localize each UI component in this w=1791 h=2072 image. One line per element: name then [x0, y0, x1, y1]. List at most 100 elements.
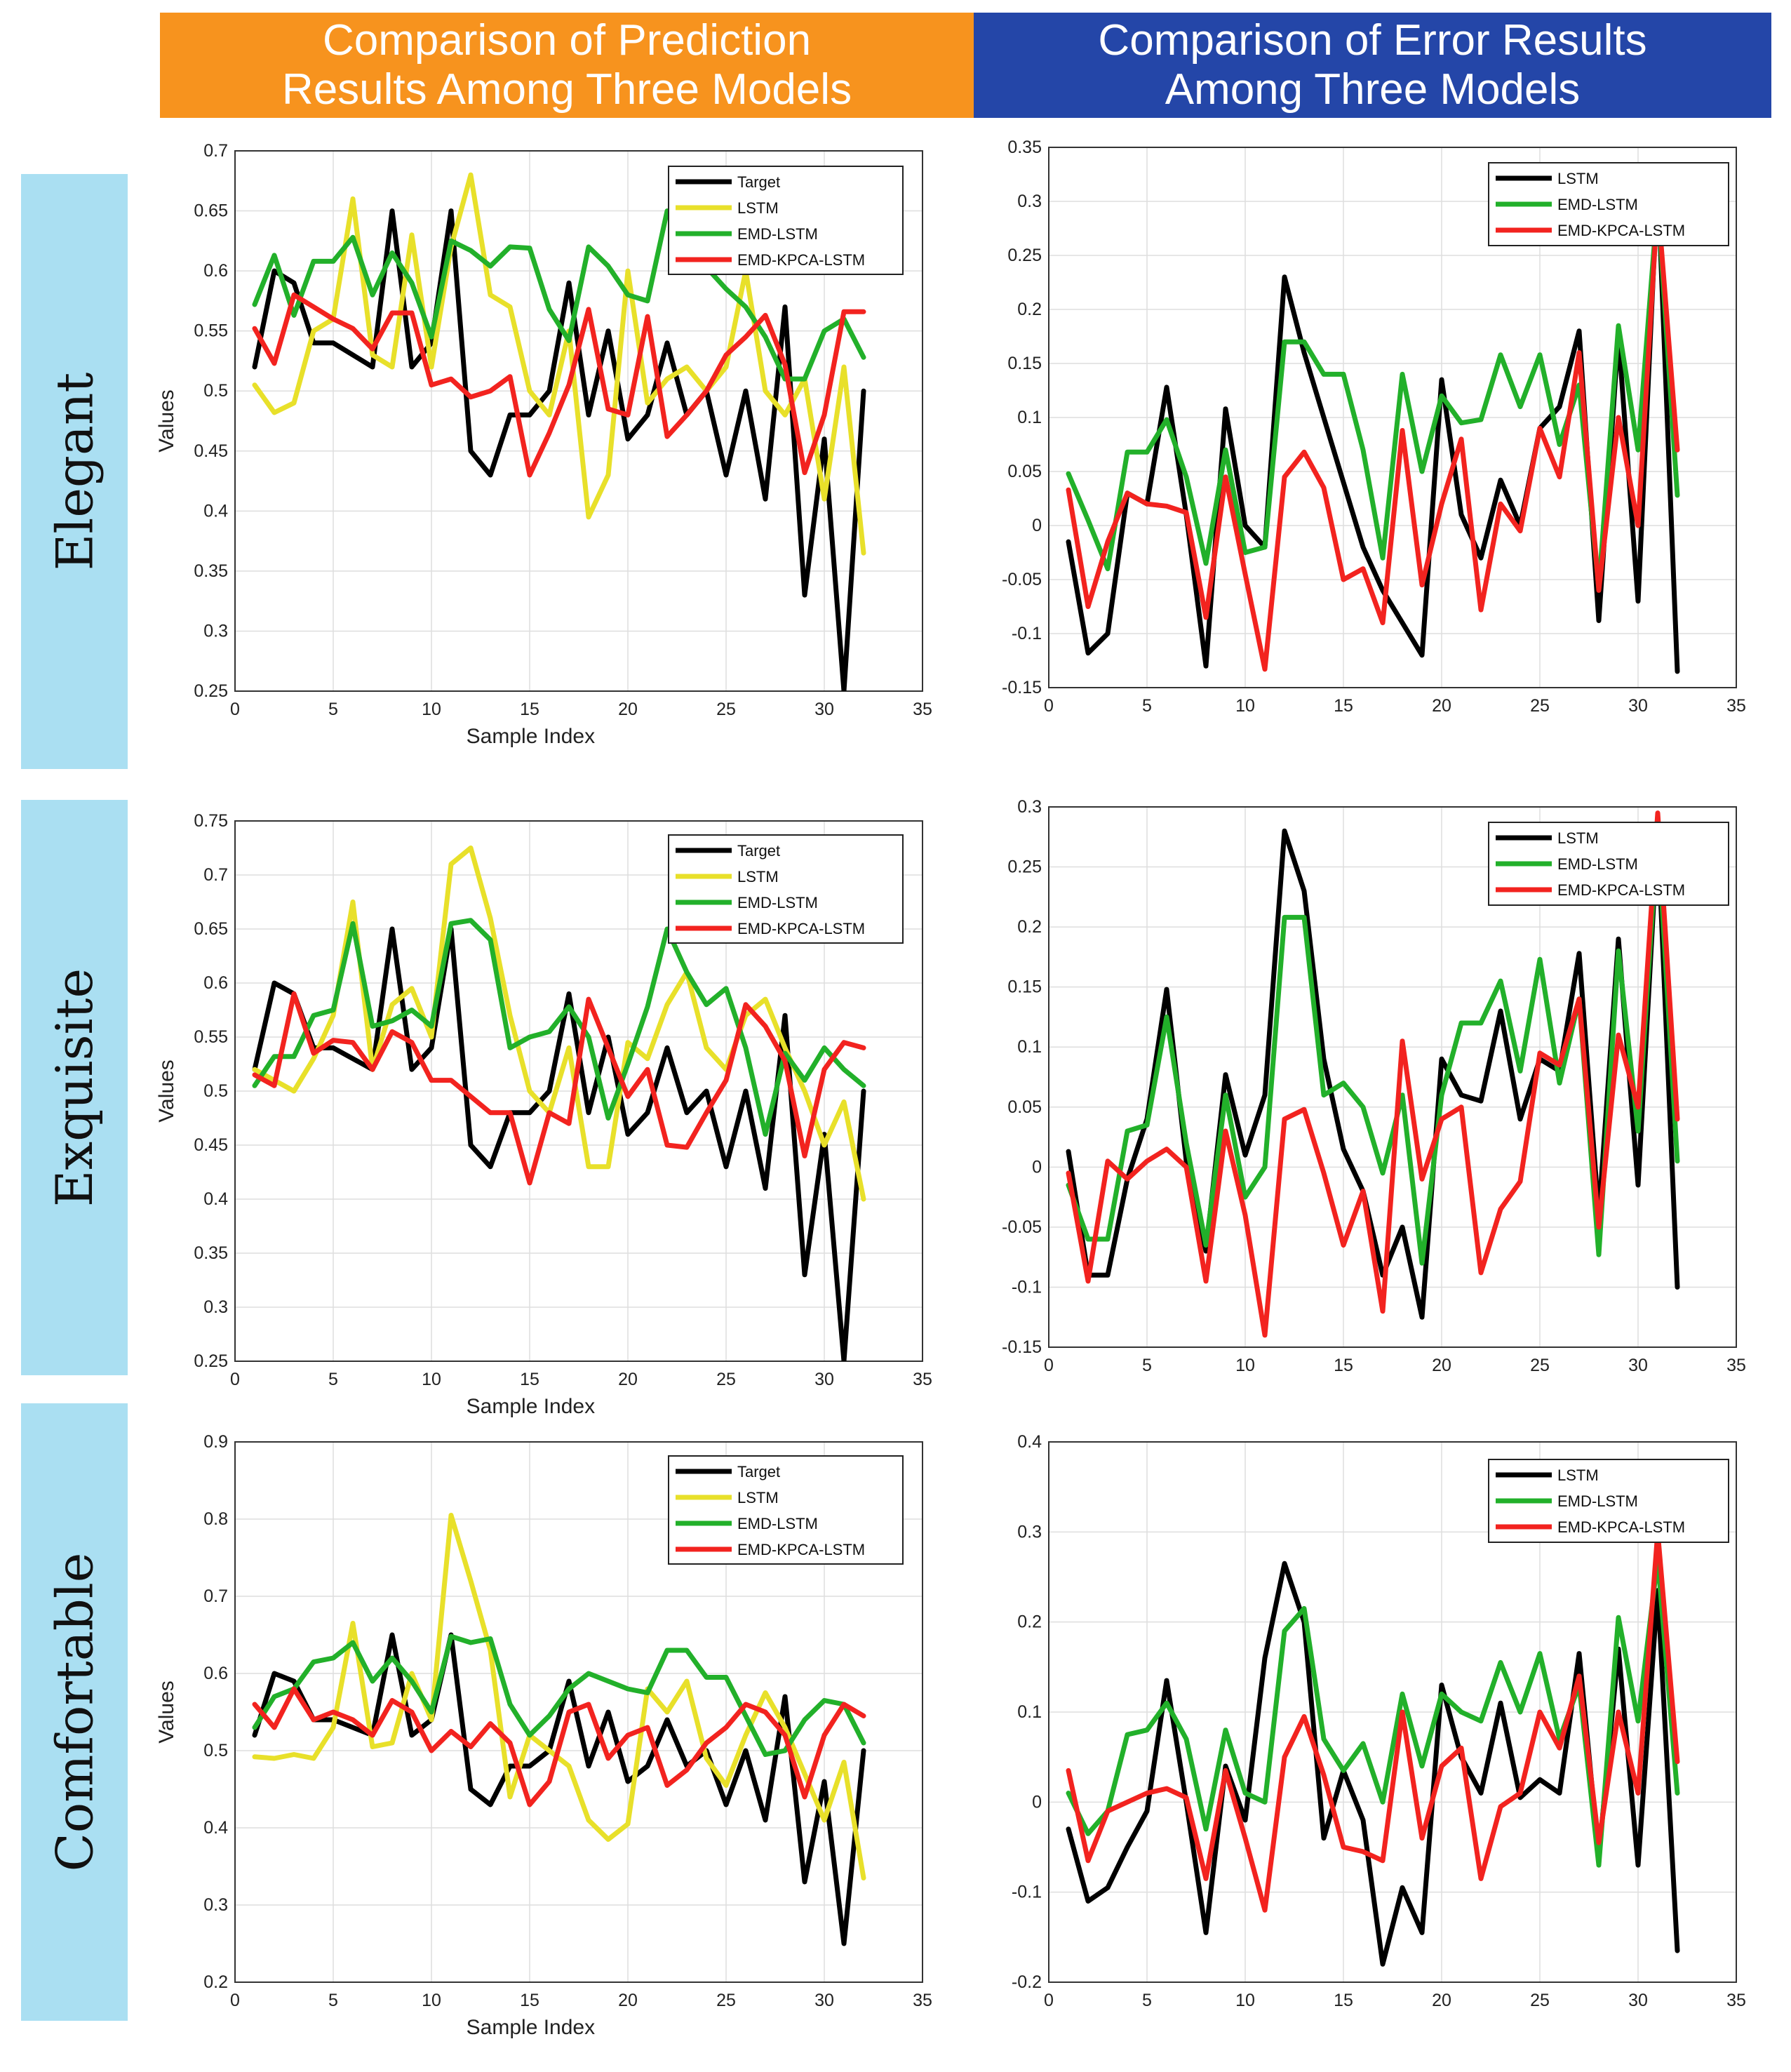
- x-tick-label: 15: [1334, 696, 1353, 716]
- series-line-target: [252, 926, 866, 1361]
- y-tick-label: 0.45: [194, 1135, 228, 1155]
- legend-box: [668, 166, 904, 275]
- series-line-emd-kpca-lstm: [252, 991, 866, 1186]
- y-tick-label: -0.1: [1012, 1277, 1042, 1297]
- legend-label-lstm: LSTM: [737, 1489, 779, 1506]
- header-prediction-comparison: Comparison of Prediction Results Among T…: [160, 13, 974, 118]
- y-tick-label: 0.55: [194, 1027, 228, 1047]
- x-tick-label: 35: [1726, 1991, 1746, 2010]
- x-tick-label: 30: [1628, 1356, 1648, 1375]
- x-tick-label: 35: [1726, 1356, 1746, 1375]
- x-tick-label: 5: [1142, 1356, 1152, 1375]
- x-tick-label: 5: [328, 1370, 338, 1389]
- x-tick-label: 5: [1142, 696, 1152, 716]
- x-tick-label: 0: [1044, 1356, 1054, 1375]
- legend-label-emd-kpca-lstm: EMD-KPCA-LSTM: [737, 251, 865, 269]
- x-tick-label: 30: [814, 1370, 834, 1389]
- series-line-lstm: [1066, 177, 1680, 674]
- x-tick-label: 30: [1628, 1991, 1648, 2010]
- y-tick-label: 0.3: [1017, 192, 1042, 211]
- legend-label-emd-lstm: EMD-LSTM: [1557, 855, 1638, 873]
- chart-error-exquisite: 0 5 10 15 20 25 30 35 -0.15 -0.1 -0.05 0 0.05 0.1 0.15…: [1002, 797, 1746, 1375]
- x-tick-label: 35: [913, 1370, 932, 1389]
- x-tick-label: 35: [913, 1991, 932, 2010]
- legend-label-emd-kpca-lstm: EMD-KPCA-LSTM: [1557, 881, 1685, 899]
- y-tick-label: 0.35: [194, 561, 228, 581]
- x-tick-label: 25: [1530, 1991, 1550, 2010]
- chart-prediction-elegant: 0 5 10 15 20 25 30 35 0.25 0.3 0.35 0.4 0.45 0.5 0.55 0…: [155, 141, 932, 748]
- x-tick-label: 25: [716, 1991, 736, 2010]
- row-label-text: Exquisite: [45, 968, 105, 1208]
- legend-label-emd-lstm: EMD-LSTM: [737, 894, 818, 911]
- x-tick-label: 0: [230, 700, 240, 719]
- series-line-lstm: [1066, 828, 1680, 1320]
- y-tick-label: 0.3: [203, 1297, 228, 1317]
- chart-error-comfortable: 0 5 10 15 20 25 30 35 -0.2 -0.1 0 0.1 0.2 0.3 0.4 LSTM E…: [1012, 1432, 1746, 2010]
- y-tick-label: 0.35: [194, 1243, 228, 1263]
- series-line-lstm: [1066, 1560, 1680, 1967]
- x-tick-label: 10: [422, 700, 441, 719]
- legend-label-target: Target: [737, 842, 780, 860]
- axes-box: [1048, 147, 1737, 688]
- y-tick-label: 0.25: [1007, 246, 1042, 265]
- x-tick-label: 5: [1142, 1991, 1152, 2010]
- y-tick-label: 0.3: [1017, 797, 1042, 817]
- y-tick-label: 0.8: [203, 1509, 228, 1529]
- series-line-emd-kpca-lstm: [1066, 199, 1680, 672]
- series-line-emd-lstm: [252, 1633, 866, 1757]
- series-line-emd-kpca-lstm: [1066, 810, 1680, 1338]
- x-tick-label: 25: [1530, 1356, 1550, 1375]
- x-axis-label: Sample Index: [467, 2016, 595, 2039]
- y-tick-label: 0.35: [1007, 138, 1042, 157]
- y-tick-label: 0.25: [194, 1351, 228, 1371]
- x-tick-label: 0: [230, 1991, 240, 2010]
- legend-label-lstm: LSTM: [737, 199, 779, 217]
- series-line-target: [252, 208, 866, 691]
- y-tick-label: 0.75: [194, 811, 228, 831]
- x-tick-label: 35: [913, 700, 932, 719]
- chart-prediction-exquisite: 0 5 10 15 20 25 30 35 0.25 0.3 0.35 0.4 0.45 0.5 0.55 0…: [155, 811, 932, 1418]
- y-tick-label: 0.2: [203, 1972, 228, 1992]
- y-tick-label: 0.4: [203, 1818, 228, 1838]
- series-line-lstm: [252, 172, 866, 556]
- y-tick-label: 0.4: [203, 1189, 228, 1209]
- row-label-exquisite: Exquisite: [21, 800, 128, 1375]
- series-line-emd-lstm: [252, 918, 866, 1137]
- y-tick-label: 0.9: [203, 1432, 228, 1452]
- series-line-emd-kpca-lstm: [252, 1686, 866, 1807]
- y-tick-label: -0.05: [1002, 570, 1042, 589]
- legend-label-emd-kpca-lstm: EMD-KPCA-LSTM: [1557, 1518, 1685, 1536]
- chart-error-elegant: 0 5 10 15 20 25 30 35 -0.15 -0.1 -0.05 0 0.05 0.1 0.15…: [1002, 138, 1746, 716]
- y-tick-label: 0.5: [203, 1741, 228, 1760]
- y-tick-label: 0: [1032, 1157, 1042, 1177]
- header-error-title: Comparison of Error Results Among Three …: [1098, 16, 1647, 114]
- y-tick-label: 0.6: [203, 973, 228, 993]
- y-tick-label: 0.05: [1007, 462, 1042, 481]
- x-tick-label: 10: [1235, 1991, 1255, 2010]
- series-line-emd-kpca-lstm: [1066, 1529, 1680, 1913]
- y-tick-label: 0.3: [203, 1895, 228, 1915]
- row-label-elegant: Elegant: [21, 174, 128, 769]
- y-tick-label: 0.45: [194, 441, 228, 461]
- legend-label-lstm: LSTM: [1557, 829, 1599, 847]
- x-tick-label: 15: [520, 700, 539, 719]
- x-tick-label: 15: [1334, 1991, 1353, 2010]
- y-tick-label: 0.55: [194, 321, 228, 341]
- y-tick-label: 0.15: [1007, 354, 1042, 373]
- y-tick-label: 0.25: [194, 681, 228, 701]
- legend-label-emd-kpca-lstm: EMD-KPCA-LSTM: [737, 920, 865, 937]
- x-tick-label: 20: [1432, 696, 1451, 716]
- y-tick-label: 0: [1032, 1792, 1042, 1812]
- y-tick-label: -0.2: [1012, 1972, 1042, 1992]
- legend-box: [668, 1455, 904, 1565]
- y-tick-label: -0.1: [1012, 624, 1042, 643]
- x-tick-label: 5: [328, 1991, 338, 2010]
- y-tick-label: 0: [1032, 516, 1042, 535]
- legend-label-emd-lstm: EMD-LSTM: [737, 225, 818, 243]
- y-tick-label: 0.5: [203, 1081, 228, 1101]
- x-tick-label: 25: [716, 700, 736, 719]
- y-tick-label: 0.6: [203, 261, 228, 281]
- y-tick-label: 0.1: [1017, 408, 1042, 427]
- y-tick-label: 0.15: [1007, 977, 1042, 997]
- y-tick-label: -0.05: [1002, 1217, 1042, 1237]
